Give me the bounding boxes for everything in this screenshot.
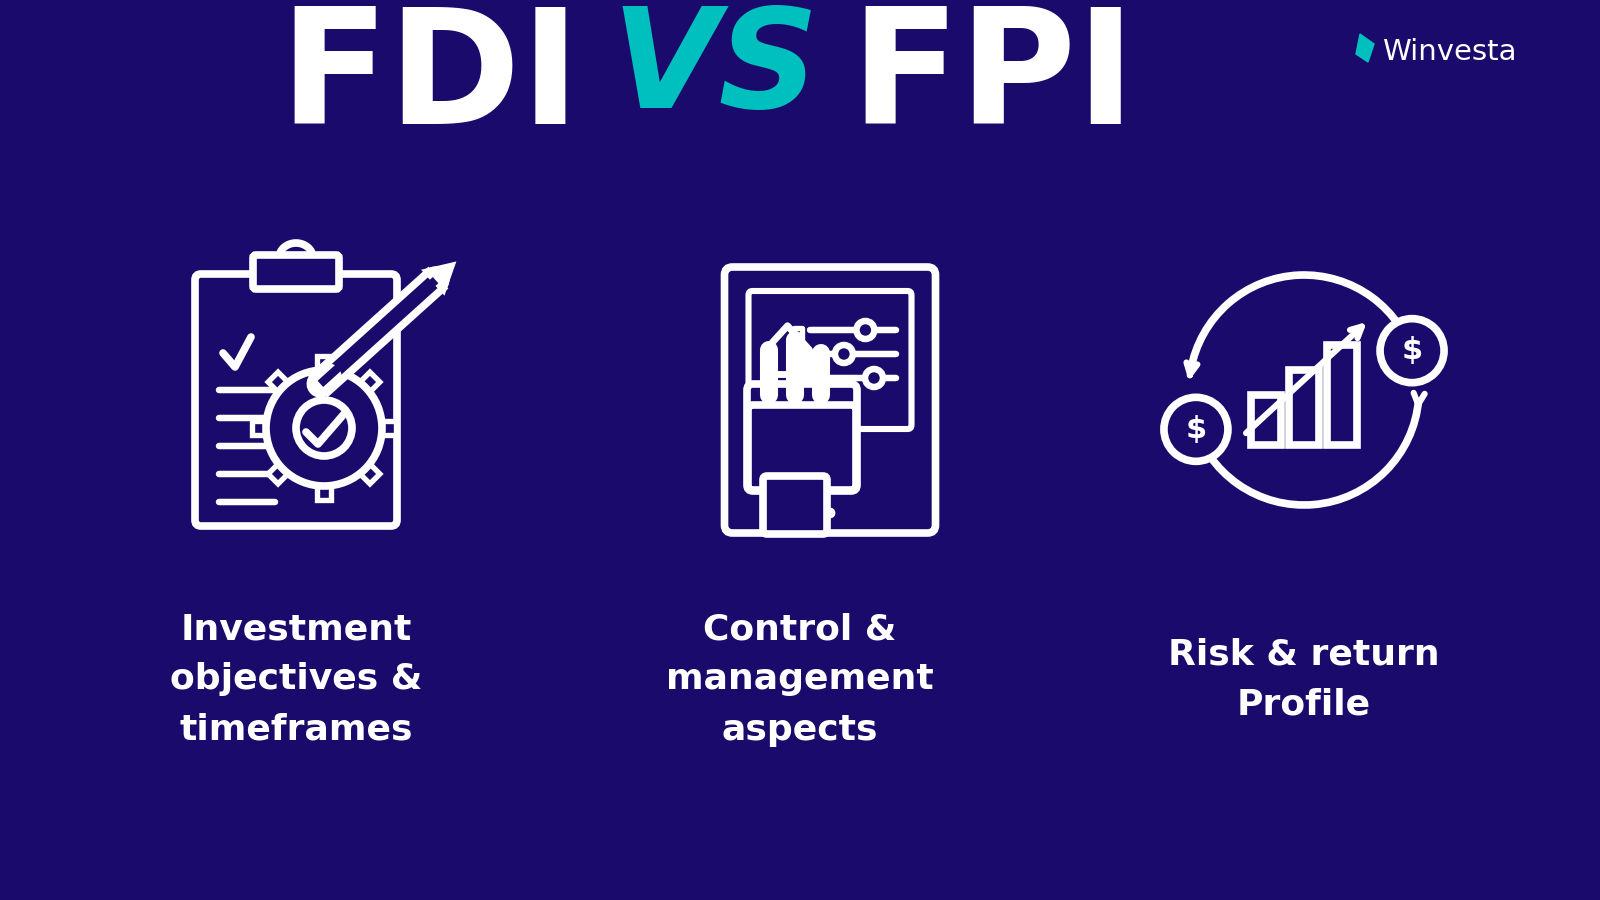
Circle shape	[763, 344, 776, 356]
Text: $: $	[1402, 337, 1422, 365]
Text: Control &
management
aspects: Control & management aspects	[666, 612, 934, 747]
Text: Winvesta: Winvesta	[1382, 38, 1517, 66]
Bar	[1251, 395, 1282, 445]
FancyBboxPatch shape	[253, 255, 339, 289]
Circle shape	[797, 353, 810, 367]
Circle shape	[856, 321, 874, 339]
Polygon shape	[269, 463, 290, 484]
FancyBboxPatch shape	[195, 274, 397, 526]
Circle shape	[1163, 397, 1227, 462]
Polygon shape	[1357, 34, 1374, 62]
Polygon shape	[358, 463, 379, 484]
Polygon shape	[358, 372, 379, 393]
Circle shape	[790, 513, 798, 521]
Circle shape	[866, 369, 883, 387]
Polygon shape	[317, 484, 331, 500]
Polygon shape	[317, 356, 331, 372]
Text: FPI: FPI	[850, 3, 1136, 157]
Polygon shape	[429, 266, 451, 288]
FancyBboxPatch shape	[725, 267, 936, 533]
Polygon shape	[253, 421, 269, 435]
FancyBboxPatch shape	[747, 384, 858, 491]
Bar	[1326, 345, 1357, 445]
Text: VS: VS	[611, 3, 819, 138]
Circle shape	[814, 346, 827, 359]
Circle shape	[1381, 319, 1445, 382]
Circle shape	[789, 334, 802, 346]
Text: FDI: FDI	[278, 3, 579, 157]
Circle shape	[826, 509, 834, 517]
Bar	[1290, 370, 1318, 445]
FancyBboxPatch shape	[763, 476, 827, 534]
FancyBboxPatch shape	[749, 291, 912, 429]
Circle shape	[835, 345, 853, 363]
Circle shape	[266, 370, 382, 486]
Polygon shape	[314, 272, 443, 392]
Polygon shape	[381, 421, 397, 435]
Text: Investment
objectives &
timeframes: Investment objectives & timeframes	[170, 612, 422, 747]
Polygon shape	[269, 372, 290, 393]
FancyBboxPatch shape	[749, 405, 856, 490]
Text: Risk & return
Profile: Risk & return Profile	[1168, 637, 1440, 722]
Text: $: $	[1186, 415, 1206, 444]
